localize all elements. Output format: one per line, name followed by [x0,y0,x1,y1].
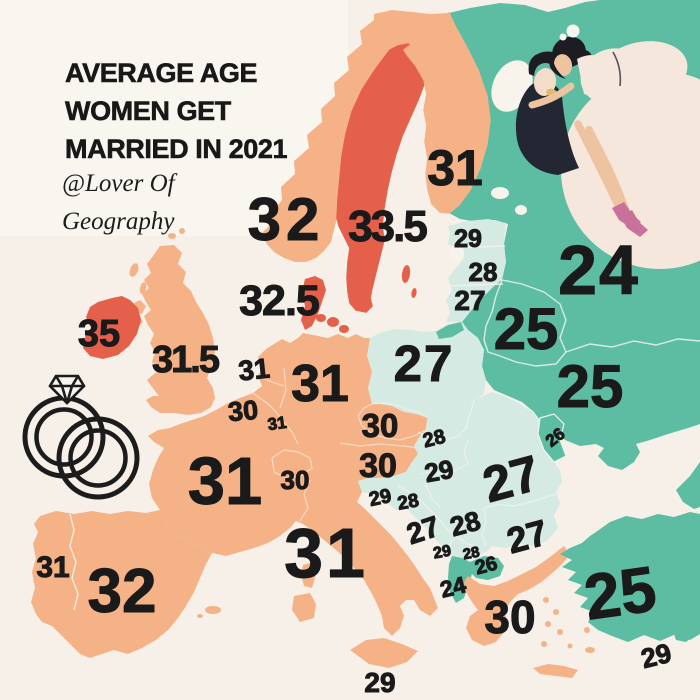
svg-text:31: 31 [427,140,483,196]
svg-text:MARRIED IN 2021: MARRIED IN 2021 [65,134,287,164]
svg-text:30: 30 [484,591,535,643]
svg-text:28: 28 [462,544,481,564]
svg-text:31.5: 31.5 [152,339,220,381]
svg-text:30: 30 [359,447,397,485]
svg-text:31: 31 [188,444,263,519]
svg-text:30: 30 [227,395,260,428]
svg-text:31: 31 [36,551,69,584]
svg-text:25: 25 [494,297,559,362]
svg-text:32: 32 [88,557,157,626]
svg-text:25: 25 [557,353,624,420]
svg-text:32.5: 32.5 [239,277,319,325]
svg-text:AVERAGE AGE: AVERAGE AGE [65,58,257,88]
svg-text:29: 29 [367,485,393,511]
svg-text:31: 31 [237,352,271,386]
svg-text:24: 24 [558,231,640,309]
svg-text:27: 27 [454,285,485,316]
svg-text:30: 30 [362,407,399,444]
svg-text:Geography: Geography [62,208,175,235]
svg-text:25: 25 [580,552,661,633]
svg-text:33.5: 33.5 [348,202,427,251]
svg-text:29: 29 [432,543,453,563]
svg-text:29: 29 [454,225,482,253]
svg-text:27: 27 [394,335,455,392]
svg-text:29: 29 [364,667,395,698]
svg-text:31: 31 [291,355,349,413]
svg-text:31: 31 [266,413,287,434]
svg-text:31: 31 [284,514,368,592]
svg-text:28: 28 [396,490,420,514]
svg-text:30: 30 [281,465,310,495]
svg-text:35: 35 [78,313,120,355]
svg-text:32: 32 [248,186,325,253]
svg-text:28: 28 [469,257,498,287]
svg-text:@Lover Of: @Lover Of [62,170,178,197]
svg-text:29: 29 [422,454,456,489]
svg-text:WOMEN GET: WOMEN GET [65,96,232,126]
